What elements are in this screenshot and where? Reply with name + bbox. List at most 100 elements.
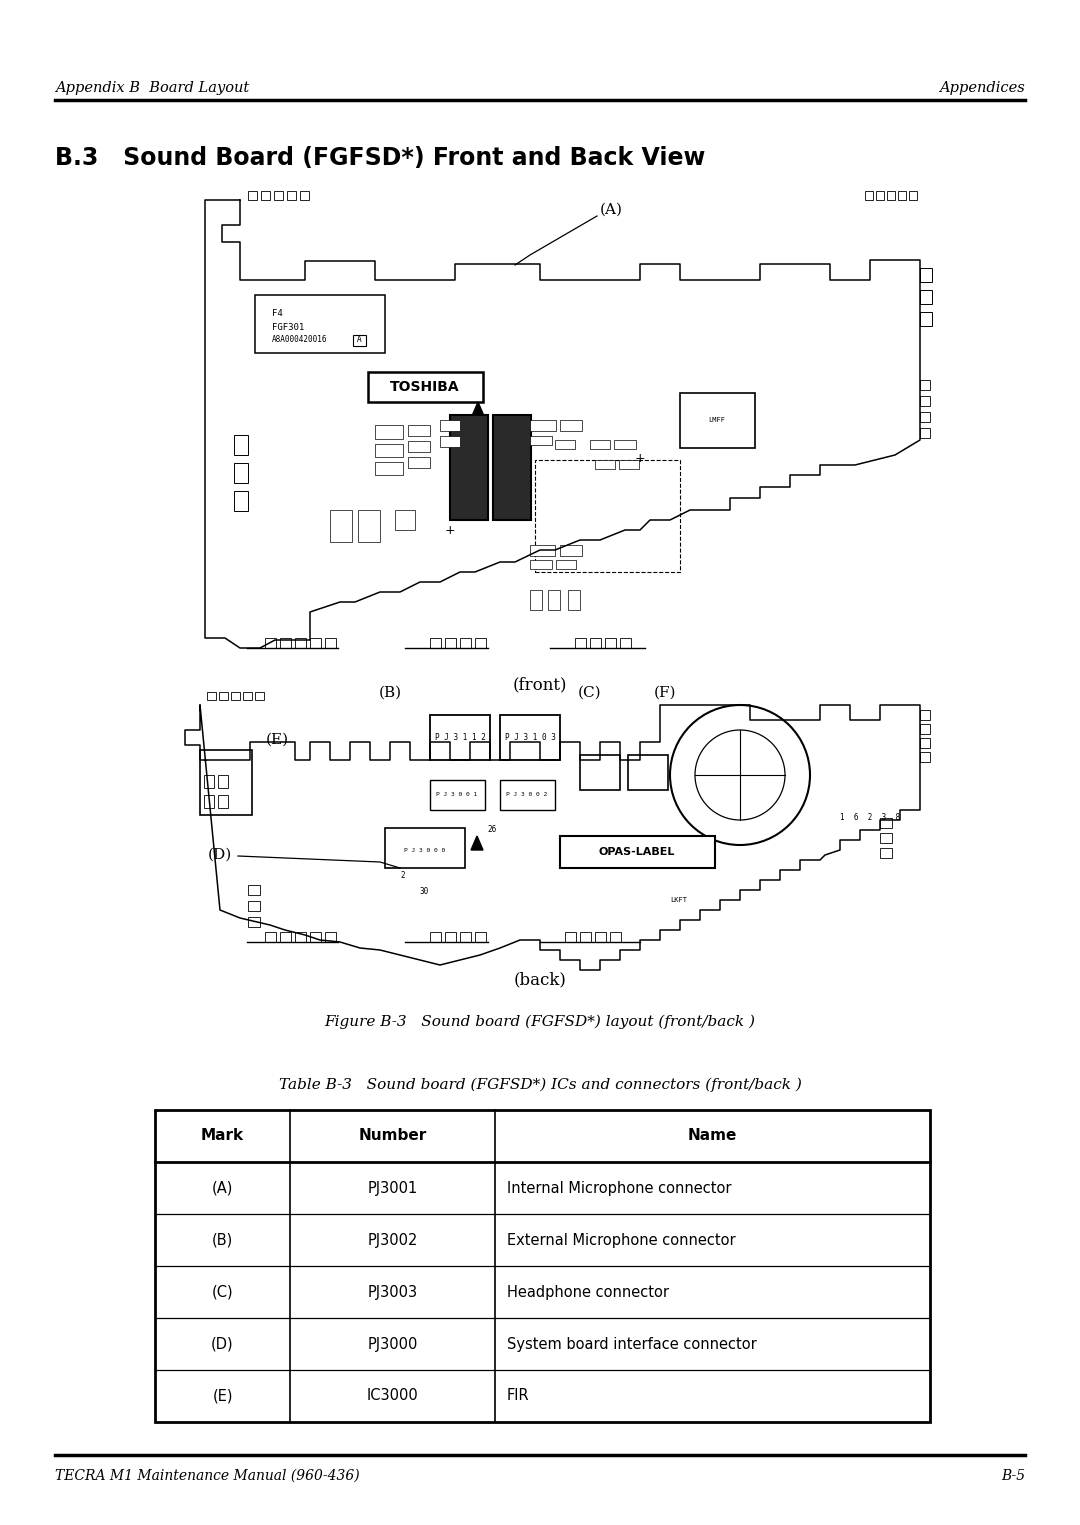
Text: PJ3000: PJ3000 [367,1336,418,1351]
Text: F4: F4 [272,308,283,317]
Circle shape [670,705,810,845]
Text: Mark: Mark [201,1128,244,1144]
Bar [440,436,460,447]
Bar [357,509,380,541]
Bar [156,1110,930,1421]
Text: 1  6  2  3  8: 1 6 2 3 8 [840,813,900,822]
Bar [248,901,260,910]
Text: LMFF: LMFF [708,416,726,422]
Text: 2: 2 [400,871,405,880]
Text: (B): (B) [212,1232,233,1247]
Bar [920,396,930,406]
Text: TECRA M1 Maintenance Manual (960-436): TECRA M1 Maintenance Manual (960-436) [55,1469,360,1482]
Text: (E): (E) [266,734,288,747]
Text: Number: Number [359,1128,427,1144]
Bar [295,637,306,648]
Bar [430,637,441,648]
Bar [880,833,892,843]
Text: +: + [445,523,456,537]
Bar [920,268,932,282]
Text: (E): (E) [213,1388,233,1403]
Text: P J 3 0 0 0: P J 3 0 0 0 [404,848,446,852]
Bar [920,711,930,720]
Bar [408,458,430,468]
Bar [219,692,228,700]
Bar [280,637,291,648]
Bar [248,884,260,895]
Text: P J 3 0 0 2: P J 3 0 0 2 [507,793,548,798]
Bar [492,415,531,520]
Bar [234,464,248,483]
Bar [590,637,600,648]
Bar [375,425,403,439]
Bar [615,441,636,448]
Bar [255,692,264,700]
Bar [248,191,257,200]
Bar [887,191,895,200]
Text: OPAS-LABEL: OPAS-LABEL [598,846,675,857]
Bar [408,441,430,451]
Bar [234,435,248,454]
Bar [575,637,586,648]
Bar [610,932,621,942]
Polygon shape [472,403,484,416]
Text: System board interface connector: System board interface connector [507,1336,757,1351]
Bar [920,738,930,747]
Bar [561,836,715,868]
Bar [620,637,631,648]
Bar [375,444,403,458]
Text: PJ3003: PJ3003 [367,1284,418,1299]
Bar [204,775,214,788]
Text: LKFT: LKFT [670,897,687,903]
Bar [353,336,366,346]
Text: P J 3 1 0 3: P J 3 1 0 3 [504,732,555,741]
Bar [580,755,620,790]
Bar [440,419,460,432]
Text: Headphone connector: Headphone connector [507,1284,669,1299]
Bar [920,412,930,422]
Text: (D): (D) [212,1336,233,1351]
Bar [265,637,276,648]
Bar [920,724,930,734]
Bar [530,419,556,432]
Bar [261,191,270,200]
Bar [619,461,639,470]
Bar [330,509,352,541]
Bar [460,637,471,648]
Text: External Microphone connector: External Microphone connector [507,1232,735,1247]
Bar [445,932,456,942]
Bar [310,637,321,648]
Bar [500,779,555,810]
Text: 30: 30 [420,888,429,897]
Text: (D): (D) [207,848,232,862]
Text: 26: 26 [487,825,496,834]
Bar [430,779,485,810]
Bar [565,932,576,942]
Bar [920,380,930,390]
Bar [368,372,483,403]
Text: FIR: FIR [507,1388,529,1403]
Bar [200,750,252,814]
Text: Table B-3   Sound board (FGFSD*) ICs and connectors (front/back ): Table B-3 Sound board (FGFSD*) ICs and c… [279,1078,801,1092]
Bar [445,637,456,648]
Bar [595,932,606,942]
Bar [274,191,283,200]
Bar [535,461,680,572]
Bar [255,294,384,352]
Text: (A): (A) [600,203,623,217]
Text: Name: Name [688,1128,738,1144]
Bar [248,917,260,927]
Bar [865,191,873,200]
Bar [897,191,906,200]
Bar [555,441,575,448]
Bar [530,544,555,557]
Bar [880,817,892,828]
Text: +: + [635,451,646,465]
Text: (F): (F) [653,686,676,700]
Bar [500,715,561,759]
Bar [280,932,291,942]
Bar [680,393,755,448]
Bar [909,191,917,200]
Bar [243,692,252,700]
Bar [561,419,582,432]
